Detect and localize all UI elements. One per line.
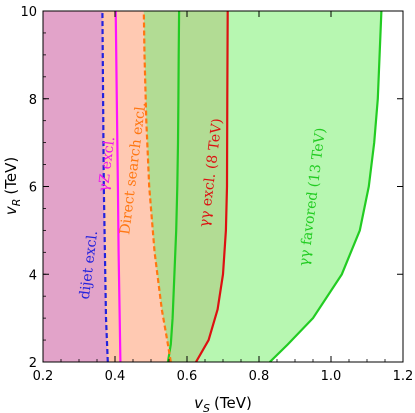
x-tick-label: 1.0 <box>321 369 342 384</box>
y-tick-label: 4 <box>29 268 37 283</box>
region-label-1: γZ excl. <box>96 136 119 193</box>
y-tick-label: 6 <box>29 181 37 196</box>
region-gammaZ-boundary <box>114 11 122 362</box>
y-tick-label: 8 <box>29 93 37 108</box>
chart-boundaries <box>101 11 383 362</box>
y-tick-label: 2 <box>29 356 37 371</box>
region-excl8-boundary <box>195 11 229 362</box>
region-fav13-left-boundary <box>166 11 181 362</box>
x-tick-label: 0.4 <box>105 369 126 384</box>
x-tick-label: 0.8 <box>249 369 270 384</box>
x-tick-label: 0.2 <box>33 369 54 384</box>
x-axis-ticks: 0.2 0.4 0.6 0.8 1.0 1.2 <box>33 11 414 384</box>
y-axis-title: vR(TeV) <box>2 157 23 215</box>
x-tick-label: 0.6 <box>177 369 198 384</box>
y-tick-label: 10 <box>20 5 37 20</box>
region-direct-boundary <box>142 11 172 362</box>
region-dijet-boundary <box>101 11 109 362</box>
chart-regions <box>43 11 382 362</box>
region-dijet-fill <box>43 11 108 362</box>
y-axis-ticks: 2 4 6 8 10 <box>20 5 403 371</box>
region-fav13-boundary <box>269 11 383 362</box>
x-tick-label: 1.2 <box>393 369 414 384</box>
x-axis-title: vS (TeV) <box>194 394 252 413</box>
